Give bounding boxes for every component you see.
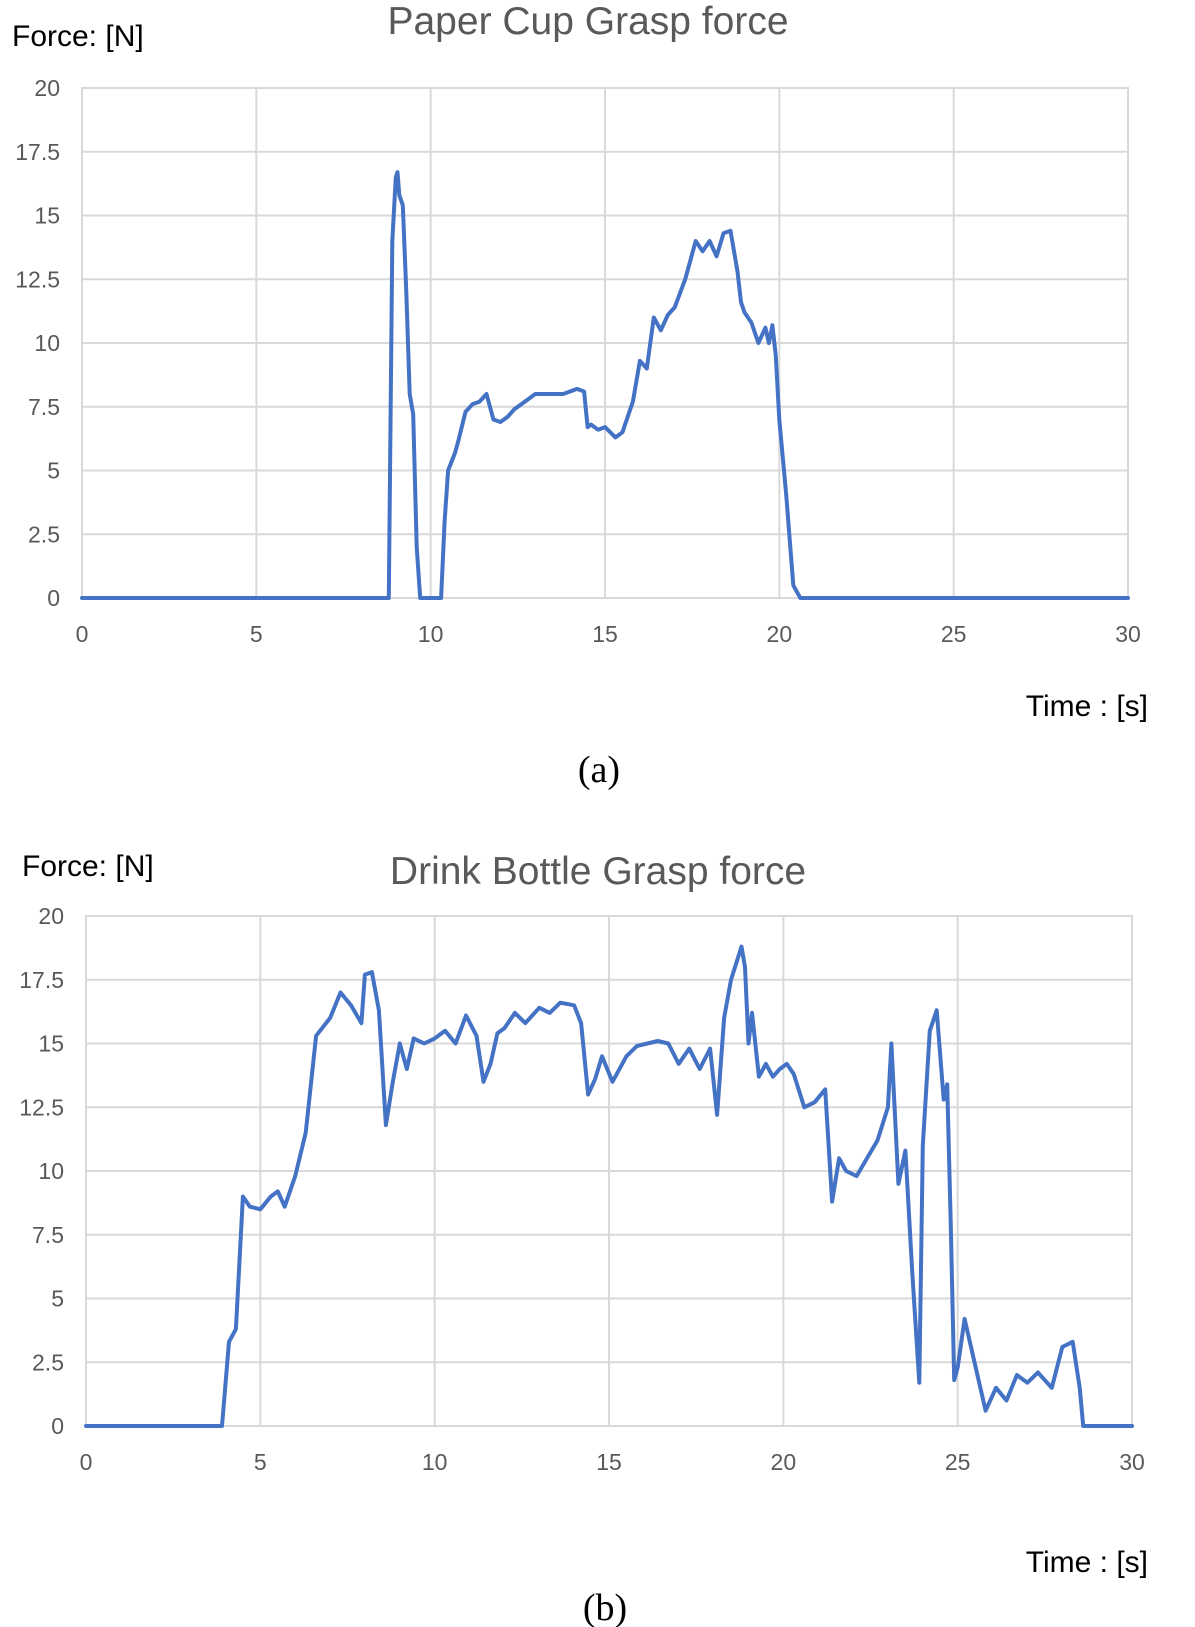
y-tick-label: 15	[38, 1031, 64, 1057]
y-tick-label: 7.5	[32, 1222, 64, 1248]
y-tick-label: 5	[47, 458, 60, 484]
y-tick-label: 2.5	[32, 1349, 64, 1375]
y-axis-label: Force: [N]	[22, 850, 154, 883]
x-axis-label: Time : [s]	[1026, 690, 1148, 723]
y-tick-label: 17.5	[15, 139, 60, 165]
chart-title: Drink Bottle Grasp force	[390, 850, 806, 893]
x-tick-label: 15	[592, 621, 618, 647]
x-tick-label: 20	[771, 1449, 797, 1475]
figure-caption: (b)	[583, 1587, 627, 1627]
x-tick-label: 5	[250, 621, 263, 647]
x-tick-label: 15	[596, 1449, 622, 1475]
y-tick-label: 0	[47, 585, 60, 611]
y-tick-labels: 0 2.5 5 7.5 10 12.5 15 17.5 20	[15, 75, 60, 611]
y-tick-label: 12.5	[19, 1094, 64, 1120]
y-tick-label: 10	[34, 330, 60, 356]
x-tick-label: 5	[254, 1449, 267, 1475]
x-tick-label: 25	[941, 621, 967, 647]
x-axis-label: Time : [s]	[1026, 1546, 1148, 1579]
y-tick-label: 0	[51, 1413, 64, 1439]
x-tick-label: 20	[767, 621, 793, 647]
y-tick-label: 20	[38, 903, 64, 929]
x-tick-label: 25	[945, 1449, 971, 1475]
x-tick-labels: 0 5 10 15 20 25 30	[80, 1449, 1145, 1475]
chart-title: Paper Cup Grasp force	[387, 0, 788, 43]
y-tick-label: 10	[38, 1158, 64, 1184]
x-tick-label: 0	[76, 621, 89, 647]
y-tick-label: 15	[34, 203, 60, 229]
y-tick-label: 5	[51, 1286, 64, 1312]
series-line	[84, 944, 1134, 1428]
chart-drink-bottle: Force: [N] Drink Bottle Grasp force 0 2.5…	[19, 850, 1148, 1627]
y-tick-label: 17.5	[19, 967, 64, 993]
x-tick-label: 10	[422, 1449, 448, 1475]
y-tick-label: 12.5	[15, 266, 60, 292]
y-tick-label: 7.5	[28, 394, 60, 420]
x-tick-labels: 0 5 10 15 20 25 30	[76, 621, 1141, 647]
x-tick-label: 30	[1119, 1449, 1145, 1475]
grid	[85, 915, 1133, 1427]
x-tick-label: 30	[1115, 621, 1141, 647]
y-tick-labels: 0 2.5 5 7.5 10 12.5 15 17.5 20	[19, 903, 64, 1439]
chart-paper-cup: Force: [N] Paper Cup Grasp force 0 2.5 5 7.…	[12, 0, 1148, 791]
series-line	[80, 170, 1130, 600]
x-tick-label: 10	[418, 621, 444, 647]
figure-caption: (a)	[578, 749, 620, 791]
y-tick-label: 20	[34, 75, 60, 101]
x-tick-label: 0	[80, 1449, 93, 1475]
y-tick-label: 2.5	[28, 521, 60, 547]
grid	[81, 87, 1129, 599]
y-axis-label: Force: [N]	[12, 20, 144, 53]
